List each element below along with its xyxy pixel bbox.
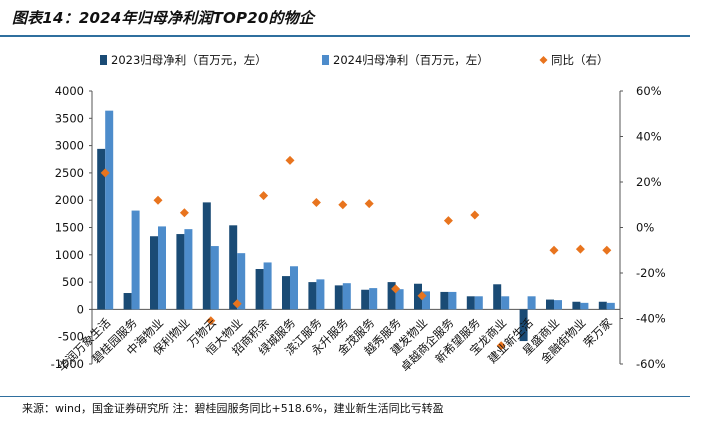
- bar-2023-18: [546, 299, 554, 310]
- yoy-marker-15: [470, 210, 480, 220]
- yoy-marker-4: [179, 208, 189, 218]
- right-tick-label: 60%: [636, 84, 662, 98]
- legend-label-2: 2024归母净利（百万元，左）: [333, 53, 489, 67]
- bars: [97, 110, 615, 342]
- bar-2024-15: [474, 296, 483, 310]
- bar-2024-7: [263, 262, 272, 310]
- yoy-marker-13: [417, 291, 427, 301]
- bar-2024-1: [105, 110, 114, 310]
- bar-2023-12: [387, 282, 396, 310]
- bar-2023-5: [202, 202, 211, 310]
- bar-2024-12: [395, 289, 404, 310]
- bar-2024-13: [422, 291, 430, 310]
- right-tick-label: 0%: [636, 221, 654, 235]
- left-tick-label: 1000: [55, 248, 84, 262]
- bar-2023-20: [598, 301, 607, 310]
- bar-2024-17: [527, 296, 536, 310]
- legend-swatch-2: [322, 55, 329, 65]
- yoy-marker-16: [496, 341, 506, 351]
- footer-divider: [0, 396, 690, 397]
- bar-2024-19: [580, 302, 589, 310]
- yoy-marker-10: [338, 200, 348, 210]
- left-tick-label: 500: [62, 275, 84, 289]
- category-label-20: 荣万家: [581, 315, 616, 350]
- bar-2024-8: [290, 266, 298, 310]
- yoy-marker-5: [206, 316, 216, 326]
- right-tick-label: 20%: [636, 175, 662, 189]
- legend-label-3: 同比（右）: [551, 53, 609, 67]
- bar-2023-4: [176, 234, 185, 310]
- bar-2024-11: [369, 288, 378, 310]
- bar-2024-18: [554, 300, 562, 310]
- yoy-marker-14: [443, 216, 453, 226]
- yoy-marker-9: [311, 197, 321, 207]
- title-divider: [0, 35, 690, 37]
- bar-2024-9: [316, 279, 325, 310]
- chart-title: 图表14：2024年归母净利润TOP20的物企: [12, 9, 315, 27]
- yoy-marker-7: [259, 191, 269, 201]
- bar-2023-1: [97, 148, 106, 310]
- bar-2023-9: [308, 282, 317, 310]
- legend-swatch-1: [100, 55, 107, 65]
- bar-2023-2: [123, 293, 132, 310]
- bar-2023-7: [255, 268, 264, 310]
- yoy-marker-3: [153, 195, 163, 205]
- yoy-marker-8: [285, 155, 295, 165]
- axes: -1000 -500 0 500 1000 1500 2000 2500 3000 3500 400…: [51, 84, 666, 371]
- yoy-marker-18: [549, 245, 559, 255]
- bar-2023-13: [414, 283, 422, 310]
- left-tick-label: 3500: [55, 111, 84, 125]
- right-tick-label: -20%: [636, 266, 666, 280]
- bar-2023-14: [440, 291, 449, 310]
- right-tick-label: -60%: [636, 357, 666, 371]
- bar-2023-19: [572, 301, 581, 310]
- bar-2023-11: [361, 289, 370, 310]
- bar-2024-6: [237, 253, 246, 310]
- left-tick-label: 0: [77, 302, 84, 316]
- bar-2023-8: [282, 276, 290, 310]
- yoy-marker-6: [232, 299, 242, 309]
- bar-2024-20: [606, 302, 615, 310]
- yoy-marker-12: [391, 284, 401, 294]
- left-tick-label: 4000: [55, 84, 84, 98]
- left-tick-label: 3000: [55, 139, 84, 153]
- bar-2023-10: [334, 285, 343, 310]
- right-tick-label: 40%: [636, 130, 662, 144]
- yoy-marker-1: [100, 168, 110, 178]
- left-tick-label: -1000: [51, 357, 84, 371]
- bar-2023-15: [466, 296, 475, 310]
- bar-chart: 2023归母净利（百万元，左） 2024归母净利（百万元，左） 同比（右） -100…: [51, 53, 666, 374]
- bar-2023-16: [493, 284, 502, 310]
- legend-label-1: 2023归母净利（百万元，左）: [111, 53, 267, 67]
- left-tick-label: -500: [58, 330, 84, 344]
- left-tick-label: 1500: [55, 221, 84, 235]
- bar-2024-10: [342, 283, 351, 310]
- bar-2024-3: [158, 226, 166, 310]
- bar-2023-6: [229, 225, 238, 310]
- yoy-markers: [100, 155, 612, 351]
- bar-2024-14: [448, 291, 457, 310]
- bar-2023-3: [150, 236, 158, 310]
- bar-2024-4: [184, 229, 193, 310]
- left-tick-label: 2000: [55, 193, 84, 207]
- right-tick-label: -40%: [636, 312, 666, 326]
- category-labels: 华润万象生活碧桂园服务中海物业保利物业万物云恒大物业招商积余绿城服务滨江服务永升…: [55, 315, 616, 374]
- yoy-marker-20: [602, 245, 612, 255]
- yoy-marker-19: [575, 244, 585, 254]
- source-note: 来源：wind，国金证券研究所 注：碧桂园服务同比+518.6%，建业新生活同比…: [22, 402, 444, 415]
- legend: 2023归母净利（百万元，左） 2024归母净利（百万元，左） 同比（右）: [100, 53, 609, 67]
- bar-2024-2: [131, 210, 140, 310]
- left-tick-label: 2500: [55, 166, 84, 180]
- yoy-marker-11: [364, 199, 374, 209]
- legend-swatch-3: [539, 56, 548, 64]
- bar-2024-5: [210, 246, 219, 310]
- bar-2024-16: [501, 296, 510, 310]
- bar-2023-17: [519, 309, 528, 342]
